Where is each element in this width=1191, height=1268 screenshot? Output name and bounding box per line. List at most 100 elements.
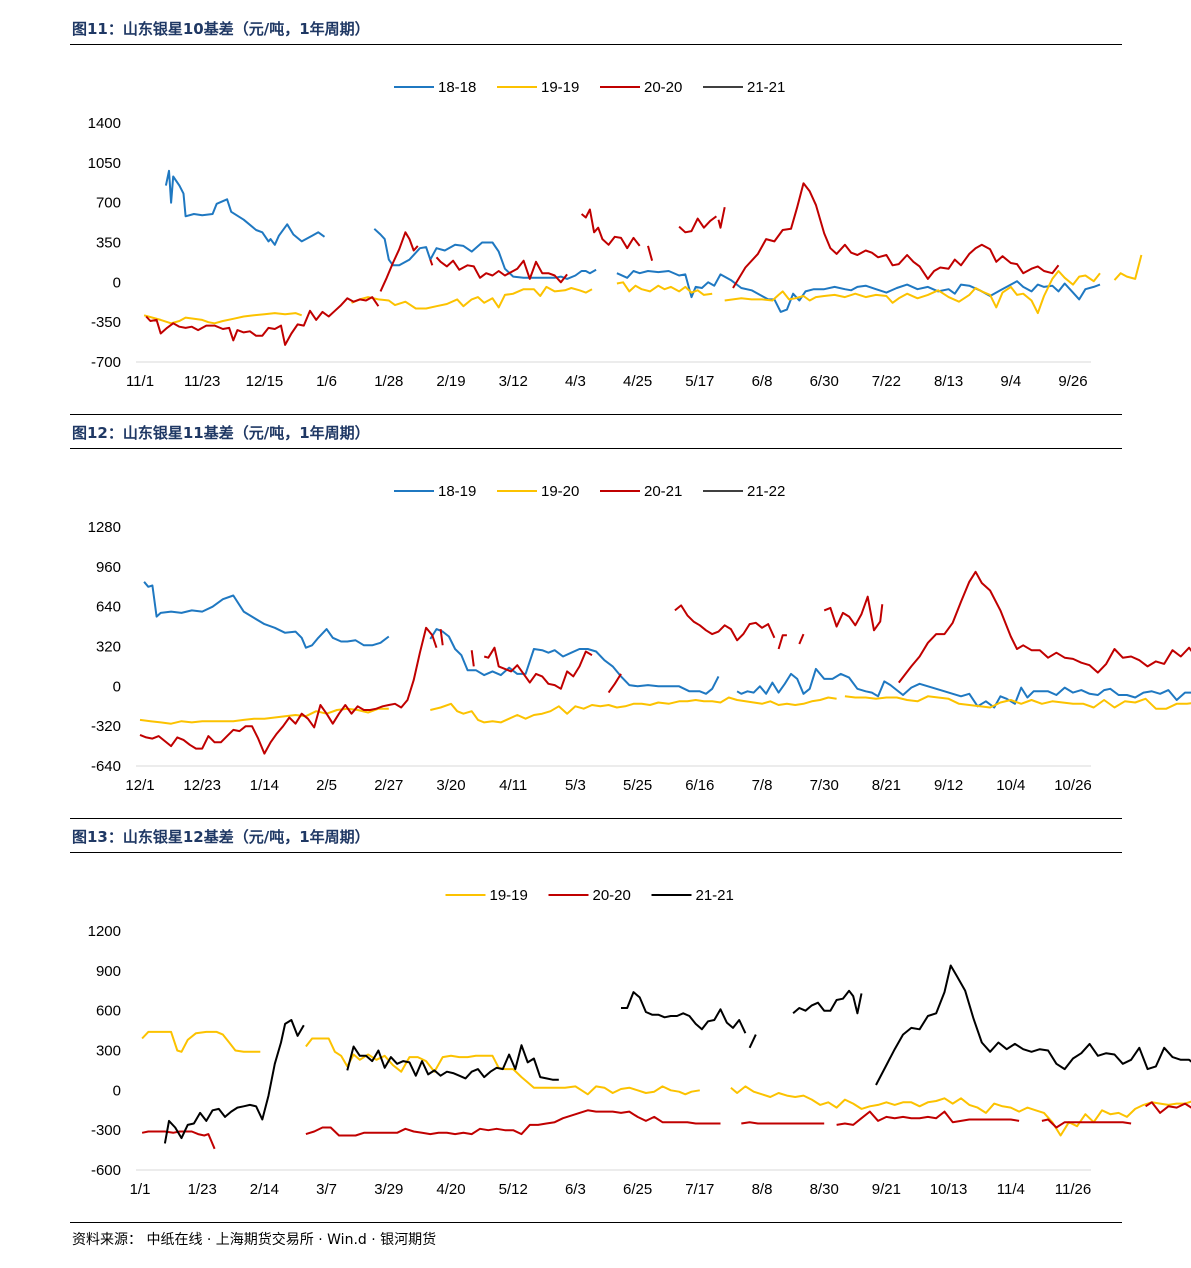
y-tick-label: 960 — [96, 559, 121, 576]
x-tick-label: 4/3 — [565, 373, 586, 390]
series-line-18-19 — [429, 628, 720, 695]
x-tick-label: 5/25 — [623, 777, 652, 794]
x-tick-label: 1/14 — [250, 777, 279, 794]
x-tick-label: 6/3 — [565, 1181, 586, 1198]
legend-label: 19-19 — [541, 79, 579, 96]
series-line-18-18 — [616, 270, 1101, 313]
series-line-20-20 — [580, 208, 641, 250]
x-tick-label: 12/23 — [183, 777, 221, 794]
series-line-20-20 — [145, 296, 380, 346]
legend-item: 20-21 — [600, 483, 682, 500]
series-line-19-20 — [844, 695, 1191, 710]
x-tick-label: 8/13 — [934, 373, 963, 390]
legend-item: 21-21 — [651, 887, 734, 904]
series-line-18-19 — [736, 667, 1191, 709]
x-tick-label: 6/25 — [623, 1181, 652, 1198]
x-tick-label: 9/26 — [1058, 373, 1087, 390]
series-line-20-21 — [674, 604, 776, 642]
x-tick-label: 5/3 — [565, 777, 586, 794]
series-line-19-19 — [305, 1037, 700, 1096]
series-line-19-20 — [430, 696, 837, 724]
x-tick-label: 3/12 — [499, 373, 528, 390]
x-tick-label: 9/21 — [872, 1181, 901, 1198]
x-tick-label: 8/8 — [752, 1181, 773, 1198]
series-line-21-21 — [748, 1034, 757, 1049]
x-tick-label: 3/7 — [316, 1181, 337, 1198]
x-tick-label: 1/6 — [316, 373, 337, 390]
x-tick-label: 2/27 — [374, 777, 403, 794]
series-line-19-19 — [730, 1085, 1191, 1137]
y-tick-label: -350 — [91, 314, 121, 331]
legend-item: 19-20 — [497, 483, 579, 500]
x-tick-label: 2/14 — [250, 1181, 279, 1198]
x-tick-label: 10/4 — [996, 777, 1025, 794]
y-tick-label: 1050 — [88, 155, 121, 172]
x-tick-label: 3/20 — [436, 777, 465, 794]
legend-item: 20-20 — [600, 79, 682, 96]
y-tick-label: 320 — [96, 639, 121, 656]
x-tick-label: 9/4 — [1000, 373, 1021, 390]
series-line-20-20 — [1041, 1118, 1132, 1129]
legend-label: 21-21 — [696, 887, 734, 904]
y-tick-label: -700 — [91, 354, 121, 371]
series-line-21-21 — [163, 1019, 305, 1144]
figure-12-chart: -640 -320 0 320 640 960 1280 12/1 12/23 1/14 2/5 2/… — [88, 483, 1191, 794]
series-line-20-20 — [836, 1110, 1020, 1126]
y-tick-label: 0 — [113, 678, 121, 695]
legend-label: 19-20 — [541, 483, 579, 500]
series-line-20-21 — [777, 634, 787, 650]
y-tick-label: 300 — [96, 1043, 121, 1060]
legend-item: 19-19 — [497, 79, 579, 96]
x-tick-label: 6/16 — [685, 777, 714, 794]
y-tick-label: 0 — [113, 274, 121, 291]
x-tick-label: 12/1 — [125, 777, 154, 794]
series-line-20-20 — [647, 245, 654, 261]
series-line-20-21 — [139, 626, 438, 755]
x-tick-label: 7/22 — [872, 373, 901, 390]
series-line-20-21 — [898, 570, 1191, 684]
x-tick-label: 5/17 — [685, 373, 714, 390]
x-tick-label: 11/4 — [997, 1181, 1025, 1198]
figure-13-chart: -600 -300 0 300 600 900 1200 1/1 1/23 2/14 3/7 3/29… — [88, 887, 1191, 1198]
figure-13-title: 图13：山东银星12基差（元/吨，1年周期） — [72, 828, 370, 846]
x-tick-label: 7/17 — [685, 1181, 714, 1198]
figure-12-title-rule — [70, 448, 1122, 449]
x-tick-label: 2/5 — [316, 777, 337, 794]
legend-item: 18-19 — [394, 483, 476, 500]
series-line-20-20 — [717, 206, 726, 229]
legend-item: 21-21 — [703, 79, 785, 96]
figure-11-chart: -700 -350 0 350 700 1050 1400 11/1 11/23 12/15 1/6… — [88, 79, 1143, 390]
series-line-20-20 — [305, 1109, 721, 1137]
figure-13-bottom-rule — [70, 1222, 1122, 1223]
series-line-19-19 — [616, 281, 713, 296]
legend-label: 21-22 — [747, 483, 785, 500]
y-tick-label: 1280 — [88, 519, 121, 536]
series-line-20-20 — [429, 259, 434, 266]
x-tick-label: 11/26 — [1055, 1181, 1091, 1198]
legend-label: 18-18 — [438, 79, 476, 96]
figure-13-title-rule — [70, 852, 1122, 853]
x-tick-label: 2/19 — [436, 373, 465, 390]
series-line-19-19 — [1113, 254, 1143, 281]
y-tick-label: -640 — [91, 758, 121, 775]
figure-12-bottom-rule — [70, 818, 1122, 819]
series-line-19-19 — [141, 1030, 261, 1053]
x-tick-label: 1/23 — [188, 1181, 217, 1198]
legend-label: 20-20 — [644, 79, 682, 96]
series-line-21-21 — [792, 989, 863, 1015]
x-tick-label: 4/25 — [623, 373, 652, 390]
series-line-20-20 — [678, 215, 717, 234]
x-tick-label: 10/13 — [930, 1181, 968, 1198]
x-tick-label: 4/20 — [436, 1181, 465, 1198]
x-tick-label: 12/15 — [246, 373, 284, 390]
series-line-20-20 — [741, 1121, 825, 1125]
x-tick-label: 1/28 — [374, 373, 403, 390]
series-line-20-21 — [470, 650, 475, 667]
series-line-21-21 — [346, 1044, 559, 1081]
x-tick-label: 11/23 — [184, 373, 220, 390]
x-tick-label: 4/11 — [499, 777, 527, 794]
series-line-20-21 — [483, 646, 593, 690]
y-tick-label: -320 — [91, 718, 121, 735]
figure-11-bottom-rule — [70, 414, 1122, 415]
source-note: 资料来源： 中纸在线 · 上海期货交易所 · Win.d · 银河期货 — [72, 1232, 437, 1248]
